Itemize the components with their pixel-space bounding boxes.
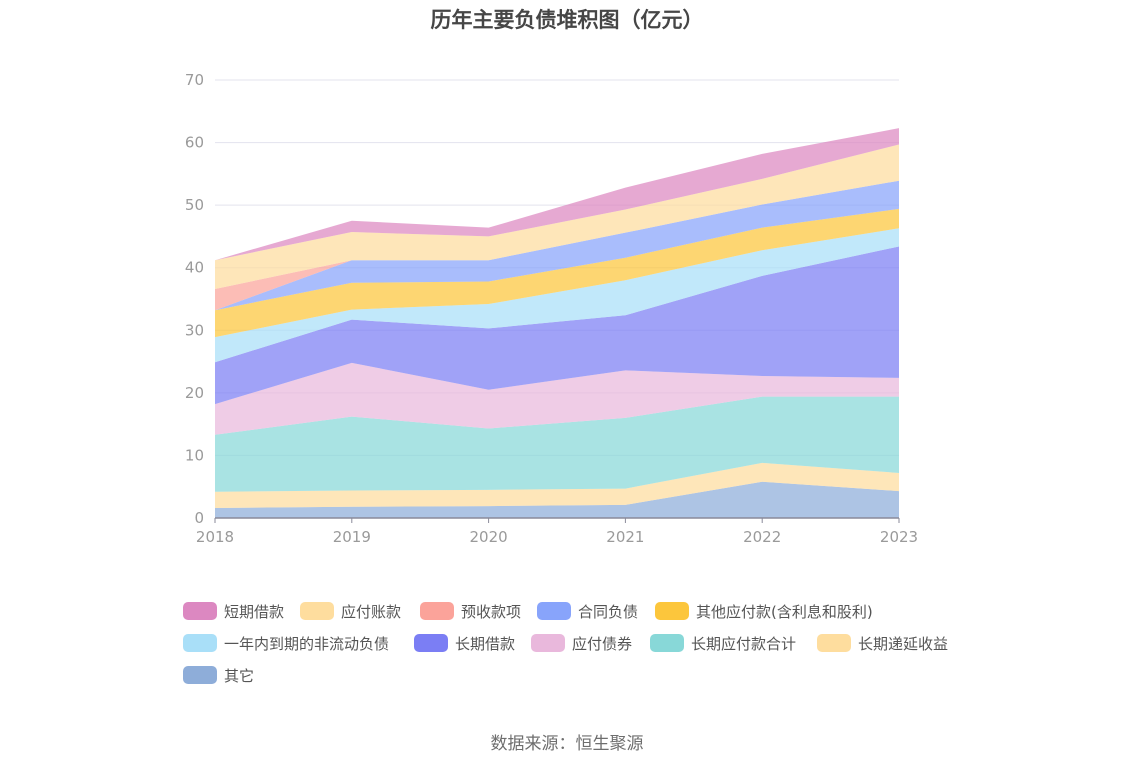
legend-label: 预收款项 (461, 602, 522, 621)
area-series-2 (215, 396, 899, 492)
legend-label: 长期借款 (455, 634, 516, 653)
area-series-1 (215, 462, 899, 508)
area-series-10 (215, 128, 899, 261)
y-tick-label: 70 (185, 71, 204, 89)
x-tick-label: 2022 (743, 528, 781, 546)
data-source-note: 数据来源：恒生聚源 (490, 734, 644, 754)
legend-swatch (655, 602, 689, 620)
area-series-4 (215, 246, 899, 405)
legend-item[interactable]: 短期借款 (183, 598, 284, 624)
area-series-9 (215, 144, 899, 289)
area-series-5 (215, 228, 899, 363)
area-series-0 (215, 481, 899, 518)
legend-swatch (531, 634, 565, 652)
legend-swatch (537, 602, 571, 620)
legend-label: 长期应付款合计 (691, 634, 797, 653)
x-tick-label: 2018 (196, 528, 234, 546)
legend-swatch (650, 634, 684, 652)
y-tick-label: 60 (185, 134, 204, 152)
y-tick-label: 30 (185, 321, 204, 339)
legend-item[interactable]: 其他应付款(含利息和股利) (655, 598, 873, 624)
chart-title: 历年主要负债堆积图（亿元） (430, 8, 704, 32)
legend-item[interactable]: 长期借款 (414, 630, 515, 656)
y-tick-label: 20 (185, 384, 204, 402)
legend-item[interactable]: 应付账款 (300, 598, 401, 624)
legend-swatch (183, 666, 217, 684)
x-tick-label: 2019 (333, 528, 371, 546)
axes: 0 10 20 30 40 50 60 70 2018 2019 2020 2021 2022 2023 (185, 71, 918, 546)
area-series-6 (215, 208, 899, 338)
x-tick-label: 2020 (470, 528, 508, 546)
y-tick-label: 50 (185, 196, 204, 214)
y-tick-label: 10 (185, 446, 204, 464)
y-tick-label: 0 (194, 509, 204, 527)
legend-label: 其它 (224, 666, 255, 685)
legend-swatch (817, 634, 851, 652)
legend-item[interactable]: 合同负债 (537, 598, 638, 624)
legend-item[interactable]: 应付债券 (531, 630, 632, 656)
x-tick-label: 2023 (880, 528, 918, 546)
legend-label: 合同负债 (578, 602, 639, 621)
legend-label: 应付账款 (341, 602, 402, 621)
legend-item[interactable]: 预收款项 (420, 598, 521, 624)
legend-swatch (414, 634, 448, 652)
legend-label: 短期借款 (224, 602, 285, 621)
legend-swatch (420, 602, 454, 620)
legend-label: 其他应付款(含利息和股利) (696, 602, 873, 621)
area-series-3 (215, 362, 899, 435)
legend-label: 一年内到期的非流动负债 (224, 634, 390, 653)
x-tick-label: 2021 (606, 528, 644, 546)
area-series-layer (215, 128, 899, 518)
legend-item[interactable]: 长期应付款合计 (650, 630, 796, 656)
legend-item[interactable]: 一年内到期的非流动负债 (183, 630, 389, 656)
area-series-7 (215, 180, 899, 311)
legend-swatch (183, 602, 217, 620)
legend-swatch (300, 602, 334, 620)
y-tick-label: 40 (185, 259, 204, 277)
legend-label: 应付债券 (572, 634, 633, 653)
legend-item[interactable]: 其它 (183, 662, 254, 688)
legend-label: 长期递延收益 (858, 634, 949, 653)
legend-item[interactable]: 长期递延收益 (817, 630, 948, 656)
legend-swatch (183, 634, 217, 652)
